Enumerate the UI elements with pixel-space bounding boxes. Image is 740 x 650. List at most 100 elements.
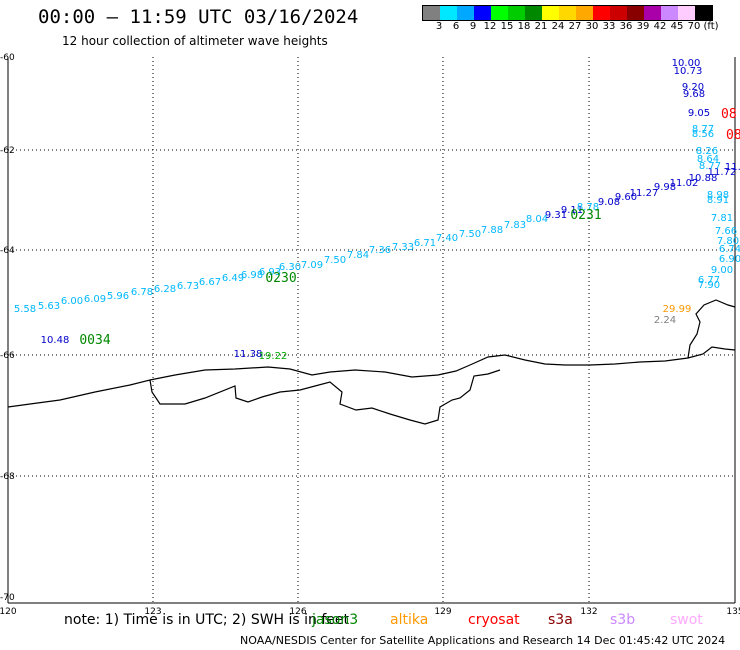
wave-height-value: 6.49 <box>222 273 244 284</box>
track-time-label: 0230 <box>265 271 296 286</box>
colorbar-label: 27 <box>568 21 582 32</box>
wave-height-value: 6.71 <box>414 238 436 249</box>
wave-height-value: 9.98 <box>654 182 676 193</box>
wave-height-value: 8.56 <box>692 129 714 140</box>
wave-height-value: 5.96 <box>107 291 129 302</box>
wave-height-value: 7.09 <box>301 260 323 271</box>
wave-height-value: 7.84 <box>347 250 369 261</box>
map-subtitle: 12 hour collection of altimeter wave hei… <box>62 34 328 48</box>
lon-tick-label: 126 <box>289 607 306 617</box>
lat-tick-label: -62 <box>0 146 15 156</box>
wave-height-value: 7.83 <box>504 220 526 231</box>
colorbar-swatch <box>593 6 610 20</box>
colorbar-swatch <box>559 6 576 20</box>
colorbar-label: 30 <box>585 21 599 32</box>
wave-height-value: 7.81 <box>711 213 733 224</box>
wave-height-value: 9.00 <box>711 265 733 276</box>
colorbar-label: 9 <box>469 21 477 32</box>
footer-note: note: 1) Time is in UTC; 2) SWH is in fe… <box>64 612 350 628</box>
colorbar-swatch <box>610 6 627 20</box>
colorbar-swatch <box>423 6 440 20</box>
colorbar-label: 6 <box>452 21 460 32</box>
wave-height-value: 7.66 <box>715 226 737 237</box>
wave-height-value: 6.00 <box>61 296 83 307</box>
colorbar-label: 33 <box>602 21 616 32</box>
wave-height-value: 7.88 <box>481 225 503 236</box>
wave-height-value: 8.91 <box>707 195 729 206</box>
edge-track-label: 08 <box>726 128 740 143</box>
colorbar-swatch <box>627 6 644 20</box>
wave-height-value: 6.67 <box>199 277 221 288</box>
colorbar-label: 24 <box>551 21 565 32</box>
coastline <box>7 346 736 408</box>
wave-height-colorbar <box>422 5 713 21</box>
wave-height-value: 11.27 <box>630 188 659 199</box>
wave-height-value: 9.08 <box>598 197 620 208</box>
wave-height-value: 2.24 <box>654 315 676 326</box>
wave-height-value: 19.22 <box>259 351 288 362</box>
wave-height-value: 11.38 <box>234 349 263 360</box>
wave-height-value: 6.09 <box>84 294 106 305</box>
lon-tick-label: 135 <box>726 607 740 617</box>
lat-tick-label: -64 <box>0 246 15 256</box>
colorbar-swatch <box>576 6 593 20</box>
colorbar-swatch <box>661 6 678 20</box>
lon-tick-label: 120 <box>0 607 17 617</box>
coastline-cape <box>687 299 736 359</box>
wave-height-value: 6.98 <box>241 270 263 281</box>
wave-height-value: 8.77 <box>692 124 714 135</box>
wave-height-value: 8.98 <box>707 190 729 201</box>
wave-height-value: 9.20 <box>682 82 704 93</box>
lat-tick-label: -68 <box>0 472 15 482</box>
wave-height-value: 9.60 <box>615 192 637 203</box>
lat-tick-label: -60 <box>0 53 15 63</box>
colorbar-swatch <box>457 6 474 20</box>
wave-height-value: 7.50 <box>459 229 481 240</box>
colorbar-swatch <box>440 6 457 20</box>
credit-line: NOAA/NESDIS Center for Satellite Applica… <box>240 634 726 647</box>
wave-height-value: 7.36 <box>369 245 391 256</box>
colorbar-swatch <box>491 6 508 20</box>
wave-height-value: 9.05 <box>688 108 710 119</box>
wave-height-value: 11.2 <box>725 162 740 173</box>
colorbar-swatch <box>695 6 712 20</box>
wave-height-value: 8.77 <box>699 161 721 172</box>
wave-height-value: 5.58 <box>14 304 36 315</box>
wave-height-value: 29.99 <box>663 304 692 315</box>
colorbar-label: 3 <box>435 21 443 32</box>
map-title: 00:00 – 11:59 UTC 03/16/2024 <box>38 6 359 28</box>
wave-height-value: 10.00 <box>672 58 701 69</box>
satellite-legend-altika: altika <box>390 612 429 628</box>
satellite-legend-swot: swot <box>670 612 703 628</box>
wave-height-value: 10.88 <box>689 173 718 184</box>
colorbar-label: 42 <box>653 21 667 32</box>
wave-height-value: 6.28 <box>154 284 176 295</box>
wave-height-value: 6.74 <box>719 244 740 255</box>
lon-tick-label: 129 <box>434 607 451 617</box>
lat-tick-label: -70 <box>0 593 15 603</box>
colorbar-swatch <box>644 6 661 20</box>
wave-height-value: 11.02 <box>670 178 699 189</box>
satellite-legend-cryosat: cryosat <box>468 612 520 628</box>
lat-tick-label: -66 <box>0 351 15 361</box>
wave-height-value: 7.40 <box>436 233 458 244</box>
lon-tick-label: 132 <box>580 607 597 617</box>
colorbar-label: 39 <box>636 21 650 32</box>
wave-height-value: 6.78 <box>131 287 153 298</box>
wave-height-value: 8.78 <box>577 202 599 213</box>
track-time-label: 0231 <box>570 208 601 223</box>
colorbar-swatch <box>678 6 695 20</box>
wave-height-value: 6.77 <box>698 275 720 286</box>
satellite-legend-s3b: s3b <box>610 612 636 628</box>
colorbar-swatch <box>474 6 491 20</box>
wave-height-value: 6.30 <box>279 262 301 273</box>
wave-height-value: 7.80 <box>717 236 739 247</box>
wave-height-value: 8.64 <box>697 154 719 165</box>
wave-height-value: 6.90 <box>719 254 740 265</box>
wave-height-value: 10.73 <box>674 66 703 77</box>
colorbar-swatch <box>508 6 525 20</box>
colorbar-label: 21 <box>534 21 548 32</box>
satellite-legend-jason3: jason3 <box>312 612 359 628</box>
